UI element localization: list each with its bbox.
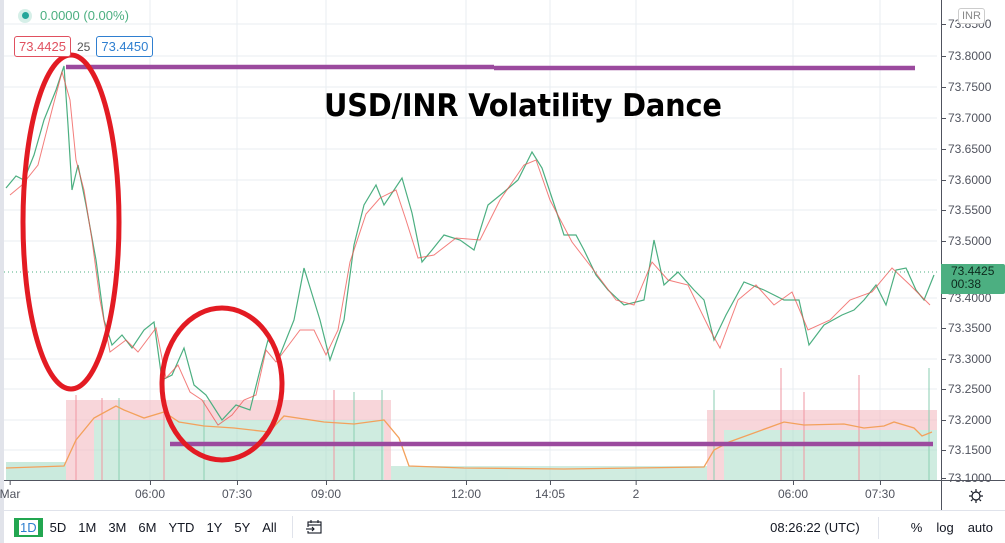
sharp-drop-ellipse — [20, 52, 122, 392]
price-tick: 73.2500 — [941, 382, 992, 396]
time-tick: 14:05 — [534, 481, 566, 501]
status-dot-icon — [18, 8, 32, 23]
left-toolbar-edge — [0, 0, 4, 543]
toolbar-right: 08:26:22 (UTC) % log auto — [770, 511, 993, 543]
time-tick: 06:00 — [134, 481, 166, 501]
time-tick: 07:30 — [221, 481, 253, 501]
percent-scale-toggle[interactable]: % — [910, 520, 923, 535]
utc-clock[interactable]: 08:26:22 (UTC) — [770, 520, 860, 535]
last-price-label: 73.4425 00:38 — [941, 264, 1005, 294]
gear-icon — [968, 488, 983, 503]
chart-settings-button[interactable] — [941, 480, 1005, 510]
symbol-legend: 0.0000 (0.00%) — [18, 8, 129, 23]
auto-scale-toggle[interactable]: auto — [967, 520, 993, 535]
annotation-title: USD/INR Volatility Dance — [324, 88, 722, 124]
price-line-red — [9, 70, 931, 426]
time-axis[interactable]: Mar 06:00 07:30 09:00 12:00 14:05 2 06:0… — [0, 480, 941, 510]
range-1y[interactable]: 1Y — [206, 519, 223, 535]
time-tick: 12:00 — [450, 481, 482, 501]
time-tick: 2 — [632, 481, 640, 501]
bottoming-ellipse — [159, 305, 285, 463]
price-chart[interactable] — [4, 0, 1005, 510]
buy-button[interactable]: 73.4450 — [96, 36, 154, 57]
price-line-green — [5, 65, 935, 421]
log-scale-toggle[interactable]: log — [936, 520, 954, 535]
price-tick: 73.4000 — [941, 291, 992, 305]
time-tick: 06:00 — [777, 481, 809, 501]
price-tick: 73.3500 — [941, 321, 992, 335]
price-axis[interactable]: 73.8500 73.8000 73.7500 73.7000 73.6500 … — [941, 0, 1005, 485]
toolbar-divider — [291, 516, 293, 538]
price-tick: 73.8000 — [941, 49, 992, 63]
toolbar-divider — [877, 516, 879, 539]
bar-countdown: 00:38 — [951, 277, 982, 291]
price-tick: 73.6000 — [941, 173, 992, 187]
range-6m[interactable]: 6M — [138, 519, 157, 535]
price-tick: 73.7500 — [941, 80, 992, 94]
range-5y[interactable]: 5Y — [234, 519, 251, 535]
range-all[interactable]: All — [262, 519, 277, 535]
price-tick: 73.6500 — [941, 142, 992, 156]
volume-bars — [6, 400, 937, 480]
volume-ma-line — [5, 405, 933, 470]
range-1d[interactable]: 1D — [14, 517, 43, 537]
goto-date-button[interactable] — [304, 519, 323, 535]
range-5d[interactable]: 5D — [49, 519, 67, 535]
price-tick: 73.5000 — [941, 234, 992, 248]
price-tick: 73.3000 — [941, 352, 992, 366]
time-tick: Mar — [0, 481, 21, 501]
last-price-value: 73.4425 — [951, 264, 995, 278]
spread-value: 25 — [77, 39, 91, 54]
currency-badge[interactable]: INR — [958, 8, 985, 24]
sell-button[interactable]: 73.4425 — [14, 36, 71, 57]
range-3m[interactable]: 3M — [108, 519, 127, 535]
calendar-goto-icon — [304, 520, 322, 534]
chart-area[interactable]: 0.0000 (0.00%) 73.4425 25 73.4450 USD/IN… — [0, 0, 1005, 510]
price-tick: 73.7000 — [941, 111, 992, 125]
range-1m[interactable]: 1M — [78, 519, 97, 535]
time-tick: 09:00 — [310, 481, 342, 501]
price-tick: 73.1000 — [941, 471, 992, 485]
price-tick: 73.2000 — [941, 413, 992, 427]
quote-row: 73.4425 25 73.4450 — [14, 36, 154, 57]
price-change: 0.0000 (0.00%) — [40, 8, 129, 23]
price-tick: 73.5500 — [941, 203, 992, 217]
range-ytd[interactable]: YTD — [168, 519, 195, 535]
bottom-toolbar: 1D 5D 1M 3M 6M YTD 1Y 5Y All 08:26:22 (U… — [4, 510, 1005, 543]
time-tick: 07:30 — [864, 481, 896, 501]
price-tick: 73.1500 — [941, 443, 992, 457]
